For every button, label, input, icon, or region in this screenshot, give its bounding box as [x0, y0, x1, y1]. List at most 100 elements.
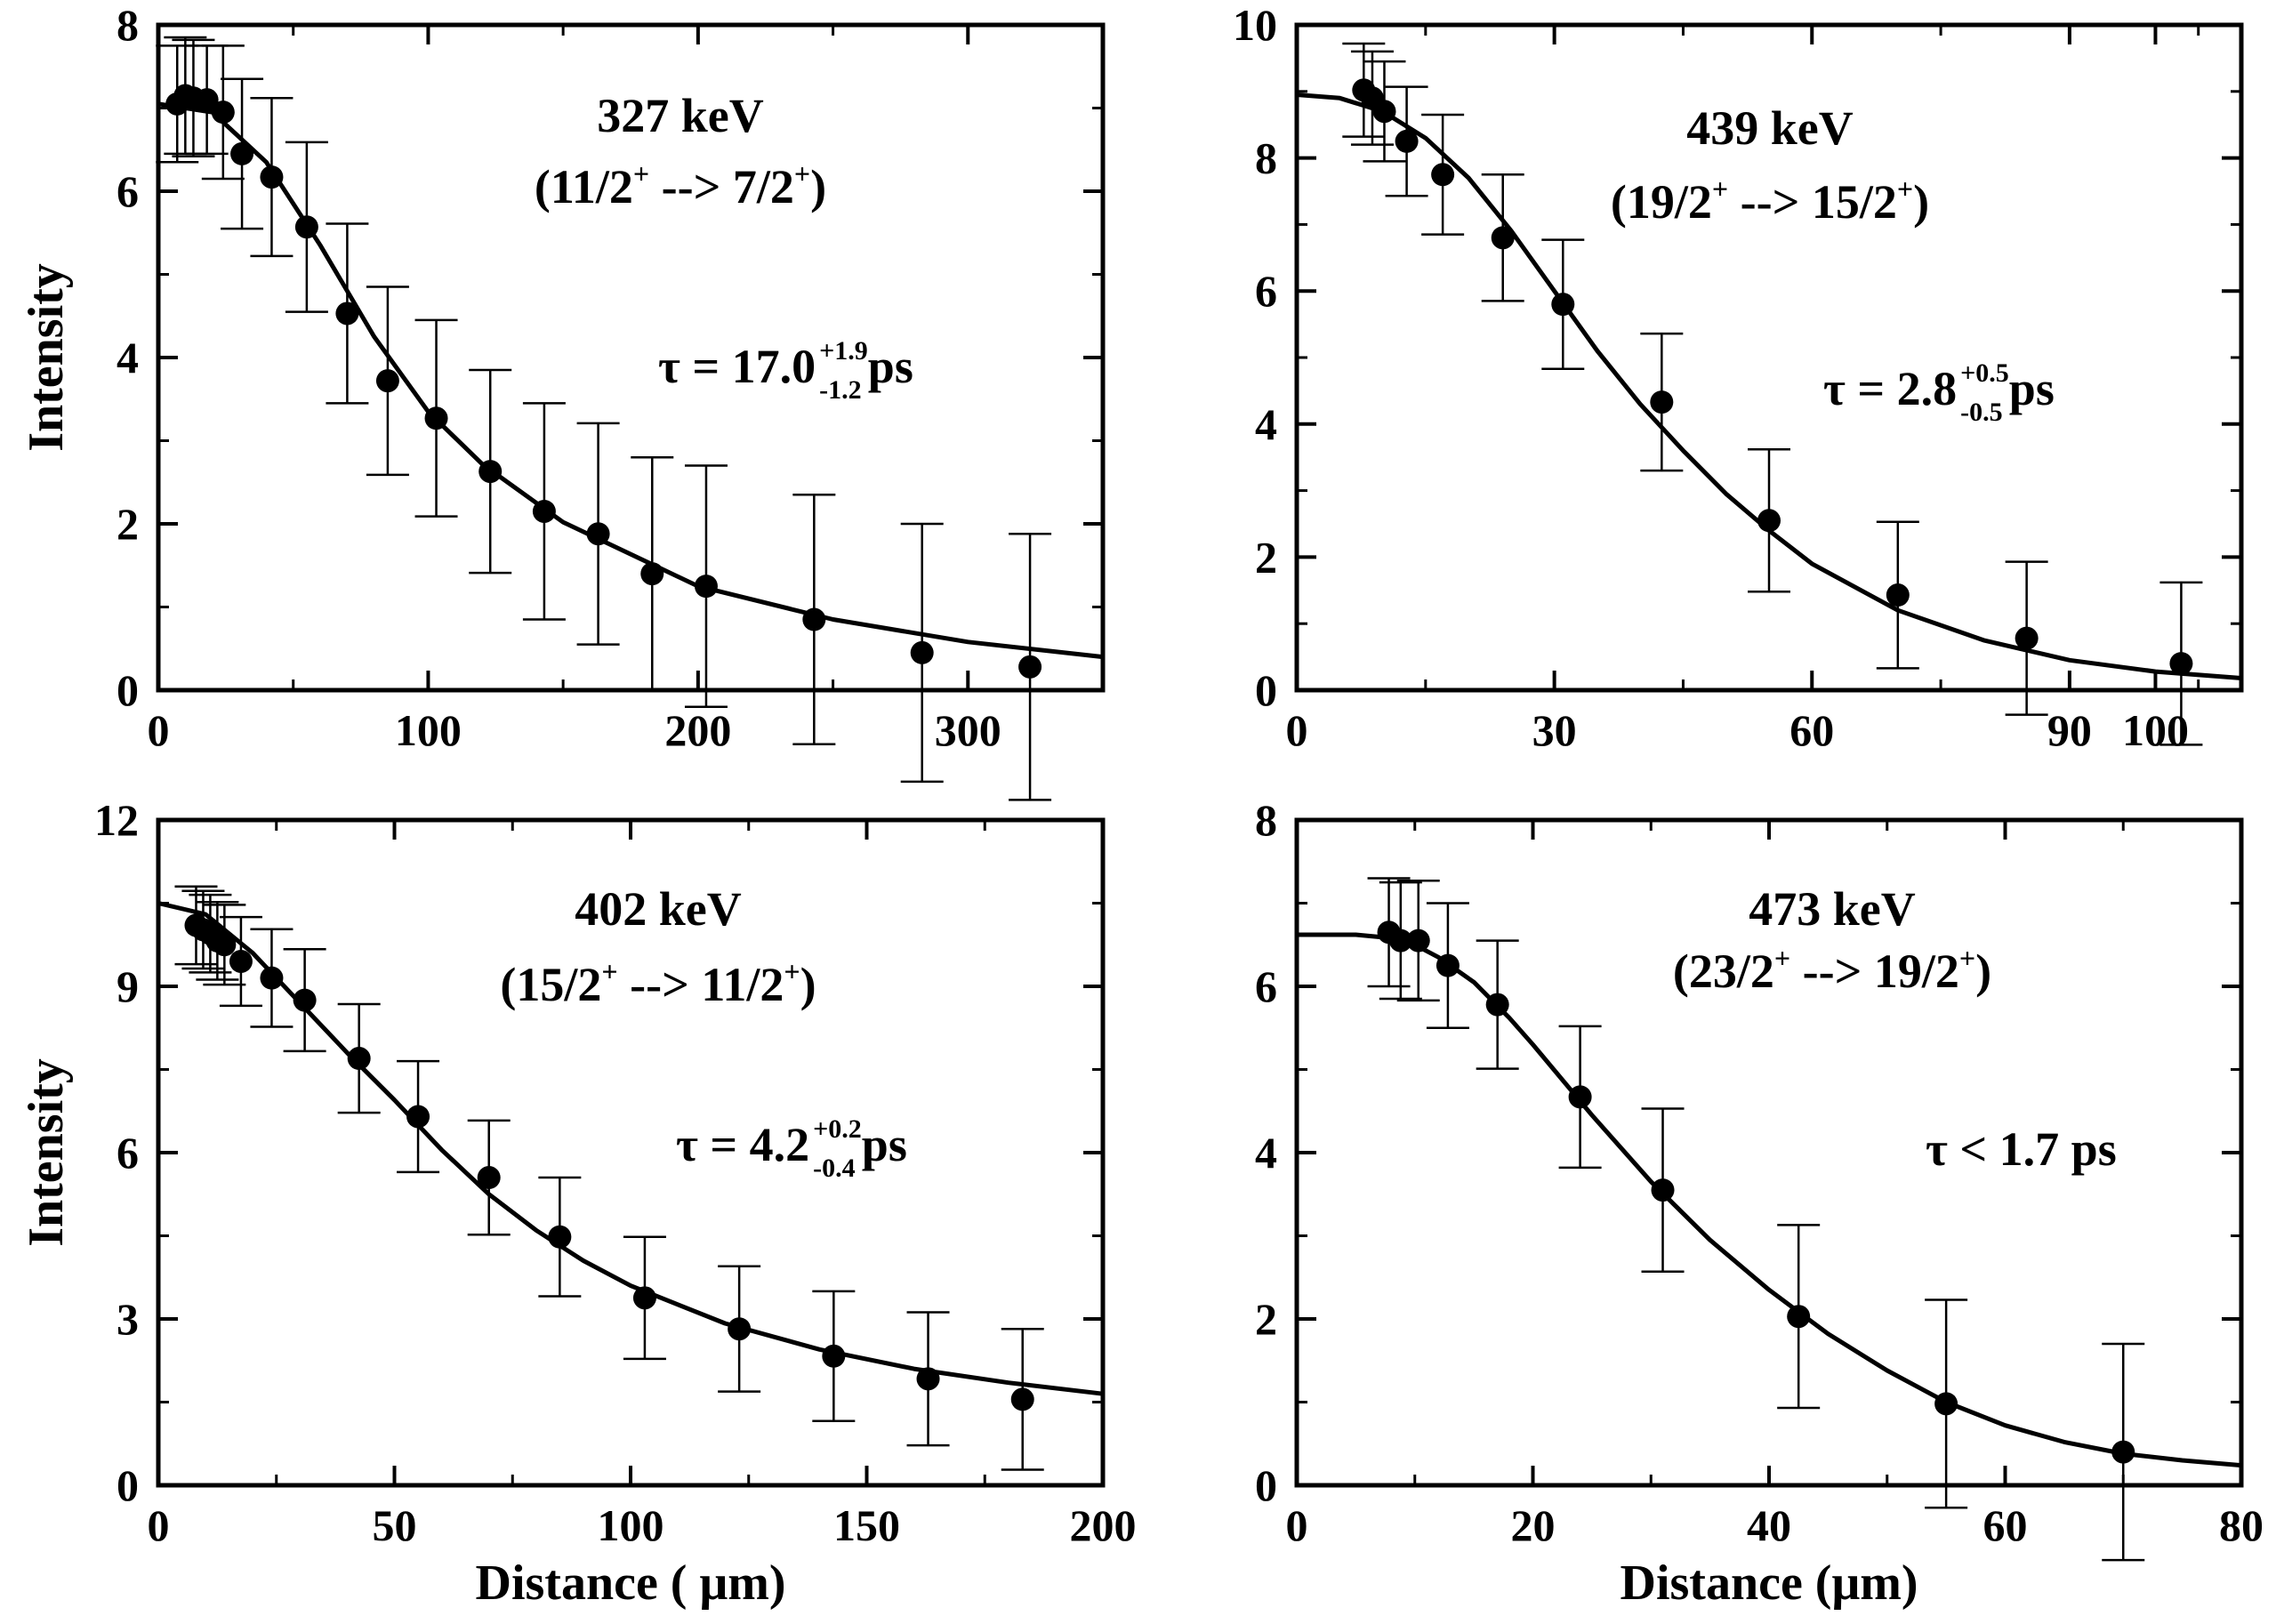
x-tick-label: 80 [2219, 1500, 2264, 1550]
x-tick-label: 50 [373, 1500, 417, 1550]
y-tick-label: 2 [1255, 1294, 1277, 1344]
y-tick-label: 8 [117, 0, 139, 50]
data-point [1395, 129, 1419, 153]
lifetime-value: τ = 2.8 [1823, 362, 1957, 415]
data-point [548, 1225, 572, 1249]
panel-title: 439 keV [1686, 101, 1854, 155]
x-tick-label: 150 [833, 1500, 900, 1550]
x-tick-label: 200 [664, 705, 731, 755]
superscript-plus: + [1897, 173, 1913, 205]
lifetime-value: τ = 17.0 [658, 340, 816, 393]
lifetime-label: τ = 2.8 [1823, 362, 1957, 415]
fit-curve [157, 101, 1104, 660]
data-point [479, 460, 503, 484]
panel-title: 327 keV [597, 89, 764, 142]
data-point [1485, 993, 1509, 1017]
transition-part: ) [1913, 175, 1929, 229]
x-axis-title: Distance (μm) [1621, 1556, 1918, 1611]
data-point [1787, 1305, 1811, 1329]
data-point [211, 100, 235, 125]
x-tick-label: 200 [1070, 1500, 1137, 1550]
data-point [1388, 929, 1412, 953]
lifetime-value: τ < 1.7 ps [1926, 1122, 2117, 1176]
transition-part: ) [1975, 945, 1991, 998]
data-point [347, 1047, 371, 1071]
lifetime-upper-error: +0.5 [1960, 358, 2009, 388]
data-point [822, 1344, 846, 1368]
x-tick-label: 90 [2047, 705, 2092, 755]
y-tick-label: 4 [1255, 399, 1277, 449]
data-point [1431, 163, 1455, 187]
data-point [424, 406, 448, 430]
superscript-plus: + [794, 157, 810, 189]
y-tick-label: 0 [117, 1460, 139, 1510]
data-point [640, 562, 664, 586]
data-point [335, 301, 359, 326]
y-tick-label: 2 [117, 499, 139, 549]
transition-label: (15/2+ --> 11/2+) [500, 955, 816, 1011]
y-tick-label: 8 [1255, 133, 1277, 183]
lifetime-label: τ = 17.0 [658, 340, 816, 393]
lifetime-unit: ps [862, 1118, 907, 1171]
data-point [1406, 929, 1430, 953]
transition-part: (23/2 [1673, 945, 1774, 998]
data-point [230, 141, 254, 165]
data-point [1018, 655, 1042, 679]
lifetime-lower-error: -0.5 [1960, 398, 2003, 427]
transition-part: --> 15/2 [1728, 175, 1897, 229]
data-point [910, 640, 934, 664]
data-point [1568, 1085, 1592, 1109]
transition-label: (19/2+ --> 15/2+) [1611, 173, 1929, 229]
x-axis-title: Distance ( μm) [476, 1556, 786, 1611]
transition-part: (11/2 [535, 160, 633, 213]
superscript-plus: + [1712, 173, 1728, 205]
y-tick-label: 4 [1255, 1128, 1277, 1178]
data-point [1886, 583, 1910, 607]
x-tick-label: 0 [1286, 705, 1308, 755]
data-point [477, 1166, 501, 1190]
data-point [532, 499, 556, 523]
superscript-plus: + [633, 157, 649, 189]
data-point [195, 88, 219, 112]
y-tick-label: 0 [1255, 665, 1277, 715]
data-point [916, 1367, 940, 1391]
data-point [294, 215, 318, 239]
data-point [1551, 293, 1575, 317]
transition-part: --> 11/2 [618, 958, 784, 1011]
lifetime-unit: ps [2009, 362, 2055, 415]
x-tick-label: 100 [395, 705, 462, 755]
y-tick-label: 2 [1255, 532, 1277, 582]
data-point [2111, 1440, 2135, 1464]
data-point [229, 949, 253, 973]
data-point [1651, 1178, 1675, 1202]
y-tick-label: 9 [117, 961, 139, 1011]
data-point [293, 988, 317, 1012]
panel-title: 402 keV [575, 882, 742, 936]
lifetime-upper-error: +1.9 [819, 336, 868, 366]
data-point [213, 933, 237, 957]
data-point [1757, 509, 1781, 533]
lifetime-label: τ < 1.7 ps [1926, 1122, 2117, 1176]
y-tick-label: 12 [94, 795, 139, 845]
fit-curve [1297, 932, 2242, 1468]
transition-part: --> 7/2 [649, 160, 794, 213]
data-point [1934, 1392, 1958, 1416]
data-point [1491, 226, 1515, 250]
x-tick-label: 30 [1532, 705, 1577, 755]
transition-part: ) [810, 160, 826, 213]
x-tick-label: 300 [935, 705, 1001, 755]
x-tick-label: 100 [2122, 705, 2189, 755]
y-tick-label: 0 [117, 665, 139, 715]
transition-label: (23/2+ --> 19/2+) [1673, 942, 1991, 998]
x-tick-label: 60 [1983, 1500, 2028, 1550]
transition-part: (15/2 [500, 958, 601, 1011]
x-tick-label: 20 [1511, 1500, 1556, 1550]
lifetime-lower-error: -0.4 [813, 1154, 856, 1183]
data-point [406, 1105, 430, 1129]
transition-part: (19/2 [1611, 175, 1712, 229]
data-point [1436, 953, 1460, 977]
lifetime-unit: ps [868, 340, 913, 393]
